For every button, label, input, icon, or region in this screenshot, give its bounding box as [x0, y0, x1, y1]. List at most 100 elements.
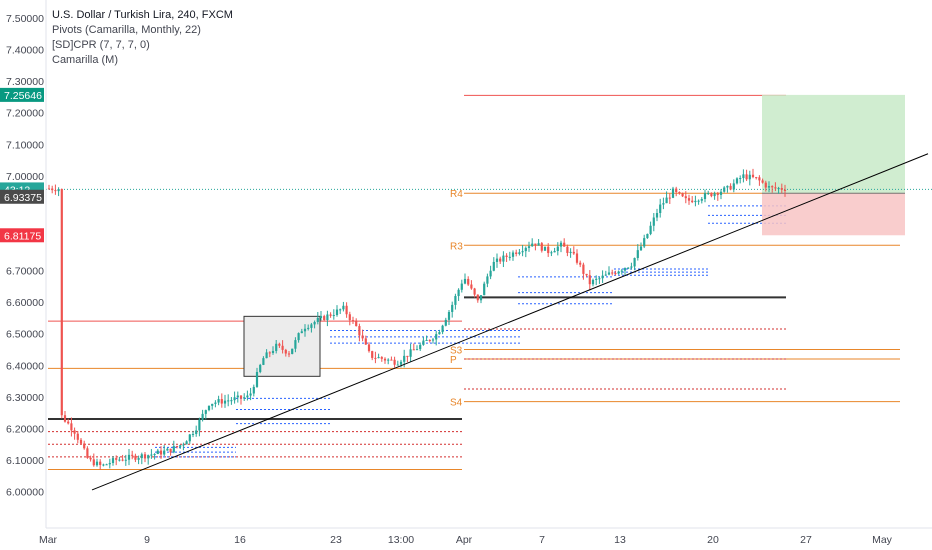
price-tag-label: 6.81175	[4, 230, 41, 242]
candle-body	[230, 400, 233, 402]
candle-body	[188, 434, 191, 442]
y-tick-label: 6.20000	[6, 423, 44, 435]
candle-body	[527, 246, 531, 248]
candle-body	[387, 359, 390, 361]
candle-body	[287, 353, 291, 355]
candle-body	[607, 272, 611, 275]
candle-body	[588, 275, 591, 285]
y-tick-label: 7.30000	[6, 76, 44, 88]
candle-body	[396, 364, 399, 366]
x-tick-label: 27	[800, 534, 812, 546]
candle-body	[220, 399, 223, 404]
y-tick-label: 6.70000	[6, 266, 44, 278]
candle-body	[131, 454, 134, 456]
candle-body	[227, 400, 230, 402]
candle-body	[499, 258, 502, 262]
candle-body	[185, 441, 188, 445]
price-tag-box	[0, 87, 44, 102]
candle-body	[214, 402, 217, 404]
profit-zone[interactable]	[762, 94, 905, 194]
candle-body	[451, 304, 454, 312]
candle-body	[505, 255, 508, 257]
chart-legend: U.S. Dollar / Turkish Lira, 240, FXCM Pi…	[52, 8, 233, 68]
candle-body	[476, 294, 479, 301]
candle-body	[470, 284, 473, 289]
candle-body	[326, 314, 329, 321]
candle-body	[351, 320, 355, 322]
candle-body	[204, 410, 207, 414]
candle-body	[591, 279, 595, 285]
candle-body	[428, 340, 431, 342]
candle-body	[495, 258, 499, 262]
candle-body	[438, 332, 441, 335]
candle-body	[521, 251, 524, 253]
x-tick-label: 7	[539, 534, 545, 546]
candle-body	[281, 345, 284, 350]
candle-body	[492, 261, 495, 271]
y-tick-label: 6.30000	[6, 392, 44, 404]
candle-body	[358, 326, 361, 336]
candle-body	[207, 405, 211, 411]
candle-body	[531, 243, 534, 247]
candle-body	[454, 296, 457, 305]
y-axis[interactable]: 7.50000 7.40000 7.30000 7.20000 7.10000 7.000…	[6, 0, 47, 528]
loss-zone[interactable]	[762, 193, 905, 236]
legend-indicator-cpr[interactable]: [SD]CPR (7, 7, 7, 0)	[52, 39, 150, 51]
candle-body	[377, 357, 380, 359]
candle-body	[431, 339, 435, 341]
candle-body	[441, 325, 444, 333]
candle-body	[262, 358, 265, 365]
candle-body	[83, 443, 86, 449]
candle-body	[383, 358, 387, 361]
y-tick-label: 7.50000	[6, 13, 44, 25]
y-tick-label: 6.00000	[6, 487, 44, 499]
candle-body	[729, 185, 732, 190]
candle-body	[297, 333, 300, 341]
legend-indicator-pivots[interactable]: Pivots (Camarilla, Monthly, 22)	[52, 24, 201, 36]
candle-body	[553, 251, 556, 253]
candle-body	[639, 246, 643, 251]
candle-body	[732, 183, 735, 190]
y-tick-label: 7.00000	[6, 171, 44, 183]
x-tick-label: 13	[614, 534, 626, 546]
pivot-labels: R4 R3 S3P S4	[450, 189, 463, 408]
candle-body	[422, 340, 425, 345]
candle-body	[319, 316, 323, 318]
candle-body	[444, 319, 447, 326]
candle-body	[518, 252, 521, 254]
candle-body	[479, 295, 483, 301]
candle-body	[92, 459, 95, 466]
candle-body	[102, 464, 105, 466]
trendline[interactable]	[91, 153, 929, 491]
candle-body	[659, 204, 662, 214]
candle-body	[95, 461, 99, 466]
candle-body	[294, 340, 297, 349]
candle-body	[767, 186, 771, 188]
candle-body	[175, 446, 179, 448]
candle-body	[380, 357, 383, 359]
pivot-label: R3	[450, 241, 463, 252]
trendline-drawing	[91, 153, 929, 491]
candle-body	[316, 317, 319, 322]
candle-body	[550, 252, 553, 254]
candle-body	[118, 459, 121, 461]
candle-body	[271, 350, 275, 353]
candle-body	[681, 193, 684, 197]
candle-body	[748, 174, 751, 180]
x-axis[interactable]: Mar 9 16 23 13:00 Apr 7 13 20 27 May	[39, 527, 932, 546]
candle-body	[217, 399, 220, 403]
candle-body	[249, 393, 252, 396]
candle-body	[63, 415, 67, 422]
y-tick-label: 7.10000	[6, 139, 44, 151]
price-tag-box	[0, 228, 44, 243]
candle-body	[604, 274, 607, 276]
candle-body	[524, 247, 527, 252]
candle-body	[54, 190, 57, 192]
candle-body	[156, 450, 159, 454]
legend-indicator-camarilla[interactable]: Camarilla (M)	[52, 54, 118, 66]
candle-body	[323, 316, 326, 321]
candle-body	[617, 271, 620, 274]
candle-body	[307, 327, 310, 329]
x-tick-label: Apr	[456, 534, 473, 546]
